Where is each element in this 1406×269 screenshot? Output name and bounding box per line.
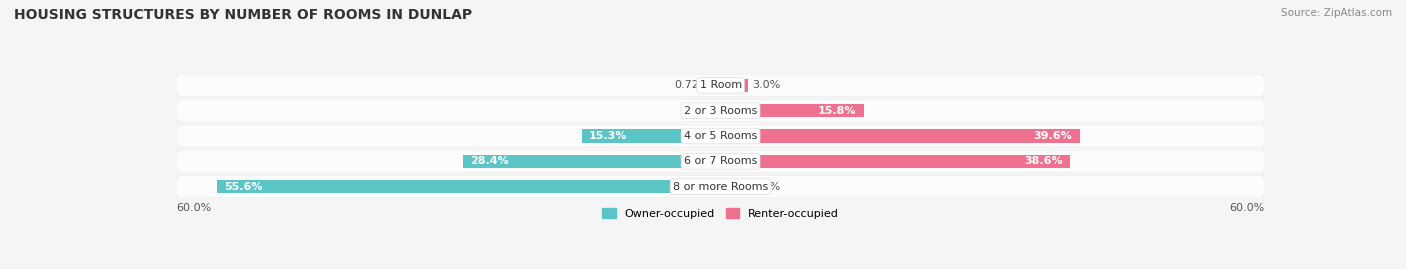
Text: HOUSING STRUCTURES BY NUMBER OF ROOMS IN DUNLAP: HOUSING STRUCTURES BY NUMBER OF ROOMS IN… xyxy=(14,8,472,22)
FancyBboxPatch shape xyxy=(177,125,1264,147)
Bar xyxy=(582,129,721,143)
FancyBboxPatch shape xyxy=(172,100,1270,122)
FancyBboxPatch shape xyxy=(177,176,1264,197)
FancyBboxPatch shape xyxy=(172,74,1270,97)
FancyBboxPatch shape xyxy=(172,150,1270,172)
Text: 0.0%: 0.0% xyxy=(688,106,716,116)
Text: 55.6%: 55.6% xyxy=(224,182,263,192)
Bar xyxy=(721,79,748,92)
Text: 1 Room: 1 Room xyxy=(700,80,741,90)
Text: 2 or 3 Rooms: 2 or 3 Rooms xyxy=(683,106,758,116)
Text: 28.4%: 28.4% xyxy=(471,156,509,166)
Bar xyxy=(721,129,1080,143)
FancyBboxPatch shape xyxy=(172,175,1270,198)
Text: 6 or 7 Rooms: 6 or 7 Rooms xyxy=(683,156,758,166)
FancyBboxPatch shape xyxy=(177,100,1264,121)
Text: 8 or more Rooms: 8 or more Rooms xyxy=(673,182,768,192)
Bar xyxy=(714,79,721,92)
Text: 60.0%: 60.0% xyxy=(177,203,212,213)
Text: 3.0%: 3.0% xyxy=(752,80,780,90)
Text: 38.6%: 38.6% xyxy=(1025,156,1063,166)
Text: 4 or 5 Rooms: 4 or 5 Rooms xyxy=(683,131,758,141)
Bar xyxy=(217,180,721,193)
Text: 39.6%: 39.6% xyxy=(1033,131,1073,141)
Text: 60.0%: 60.0% xyxy=(1229,203,1264,213)
Bar xyxy=(721,104,863,117)
Bar xyxy=(721,155,1070,168)
Bar xyxy=(463,155,721,168)
FancyBboxPatch shape xyxy=(177,151,1264,172)
Legend: Owner-occupied, Renter-occupied: Owner-occupied, Renter-occupied xyxy=(598,204,844,223)
Text: Source: ZipAtlas.com: Source: ZipAtlas.com xyxy=(1281,8,1392,18)
FancyBboxPatch shape xyxy=(177,75,1264,96)
Text: 0.72%: 0.72% xyxy=(673,80,710,90)
Bar xyxy=(721,180,748,193)
FancyBboxPatch shape xyxy=(172,125,1270,147)
Text: 3.0%: 3.0% xyxy=(752,182,780,192)
Text: 15.8%: 15.8% xyxy=(818,106,856,116)
Text: 15.3%: 15.3% xyxy=(589,131,627,141)
